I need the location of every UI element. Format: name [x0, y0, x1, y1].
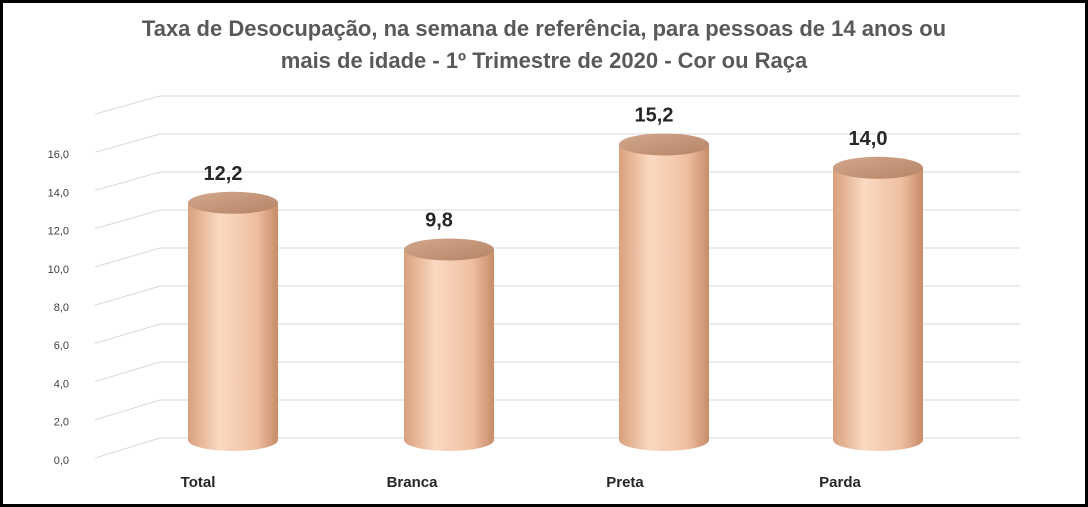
grid-line — [94, 209, 1020, 230]
y-tick-label: 2,0 — [54, 417, 69, 429]
value-label: 15,2 — [635, 105, 674, 127]
x-tick-label: Branca — [387, 474, 439, 491]
cylinder — [833, 156, 923, 451]
grid-line — [94, 171, 1020, 191]
cylinder-top — [833, 156, 923, 179]
cylinder — [404, 238, 494, 451]
y-tick-label: 14,0 — [48, 187, 69, 199]
y-tick-label: 12,0 — [48, 226, 69, 238]
grid-line — [94, 361, 1020, 383]
grid-line — [94, 399, 1020, 421]
cylinder-top — [188, 191, 278, 214]
y-tick-label: 16,0 — [48, 149, 69, 161]
cylinder-body — [833, 167, 923, 451]
cylinder-top — [619, 133, 709, 156]
cylinder-body — [188, 202, 278, 451]
y-tick-label: 0,0 — [54, 455, 69, 467]
x-tick-label: Total — [181, 474, 216, 491]
x-tick-label: Parda — [819, 474, 861, 491]
chart-title: Taxa de Desocupação, na semana de referê… — [142, 16, 946, 41]
y-tick-label: 6,0 — [54, 340, 69, 352]
grid-line — [94, 323, 1020, 344]
cylinder-top — [404, 238, 494, 261]
cylinder — [188, 191, 278, 451]
chart-subtitle: mais de idade - 1º Trimestre de 2020 - C… — [281, 48, 808, 73]
y-tick-label: 4,0 — [54, 378, 69, 390]
chart: Taxa de Desocupação, na semana de referê… — [48, 16, 1020, 491]
grid-frame — [94, 95, 1020, 115]
grid-line — [94, 133, 1020, 153]
cylinder-body — [404, 249, 494, 451]
value-label: 14,0 — [849, 128, 888, 150]
grid-line — [94, 437, 1020, 459]
cylinder — [619, 133, 709, 451]
y-tick-label: 10,0 — [48, 264, 69, 276]
x-tick-label: Preta — [606, 474, 644, 491]
grid-line — [94, 285, 1020, 306]
value-label: 12,2 — [204, 163, 243, 185]
value-label: 9,8 — [425, 210, 453, 232]
y-tick-label: 8,0 — [54, 302, 69, 314]
cylinder-body — [619, 144, 709, 451]
grid-line — [94, 247, 1020, 268]
